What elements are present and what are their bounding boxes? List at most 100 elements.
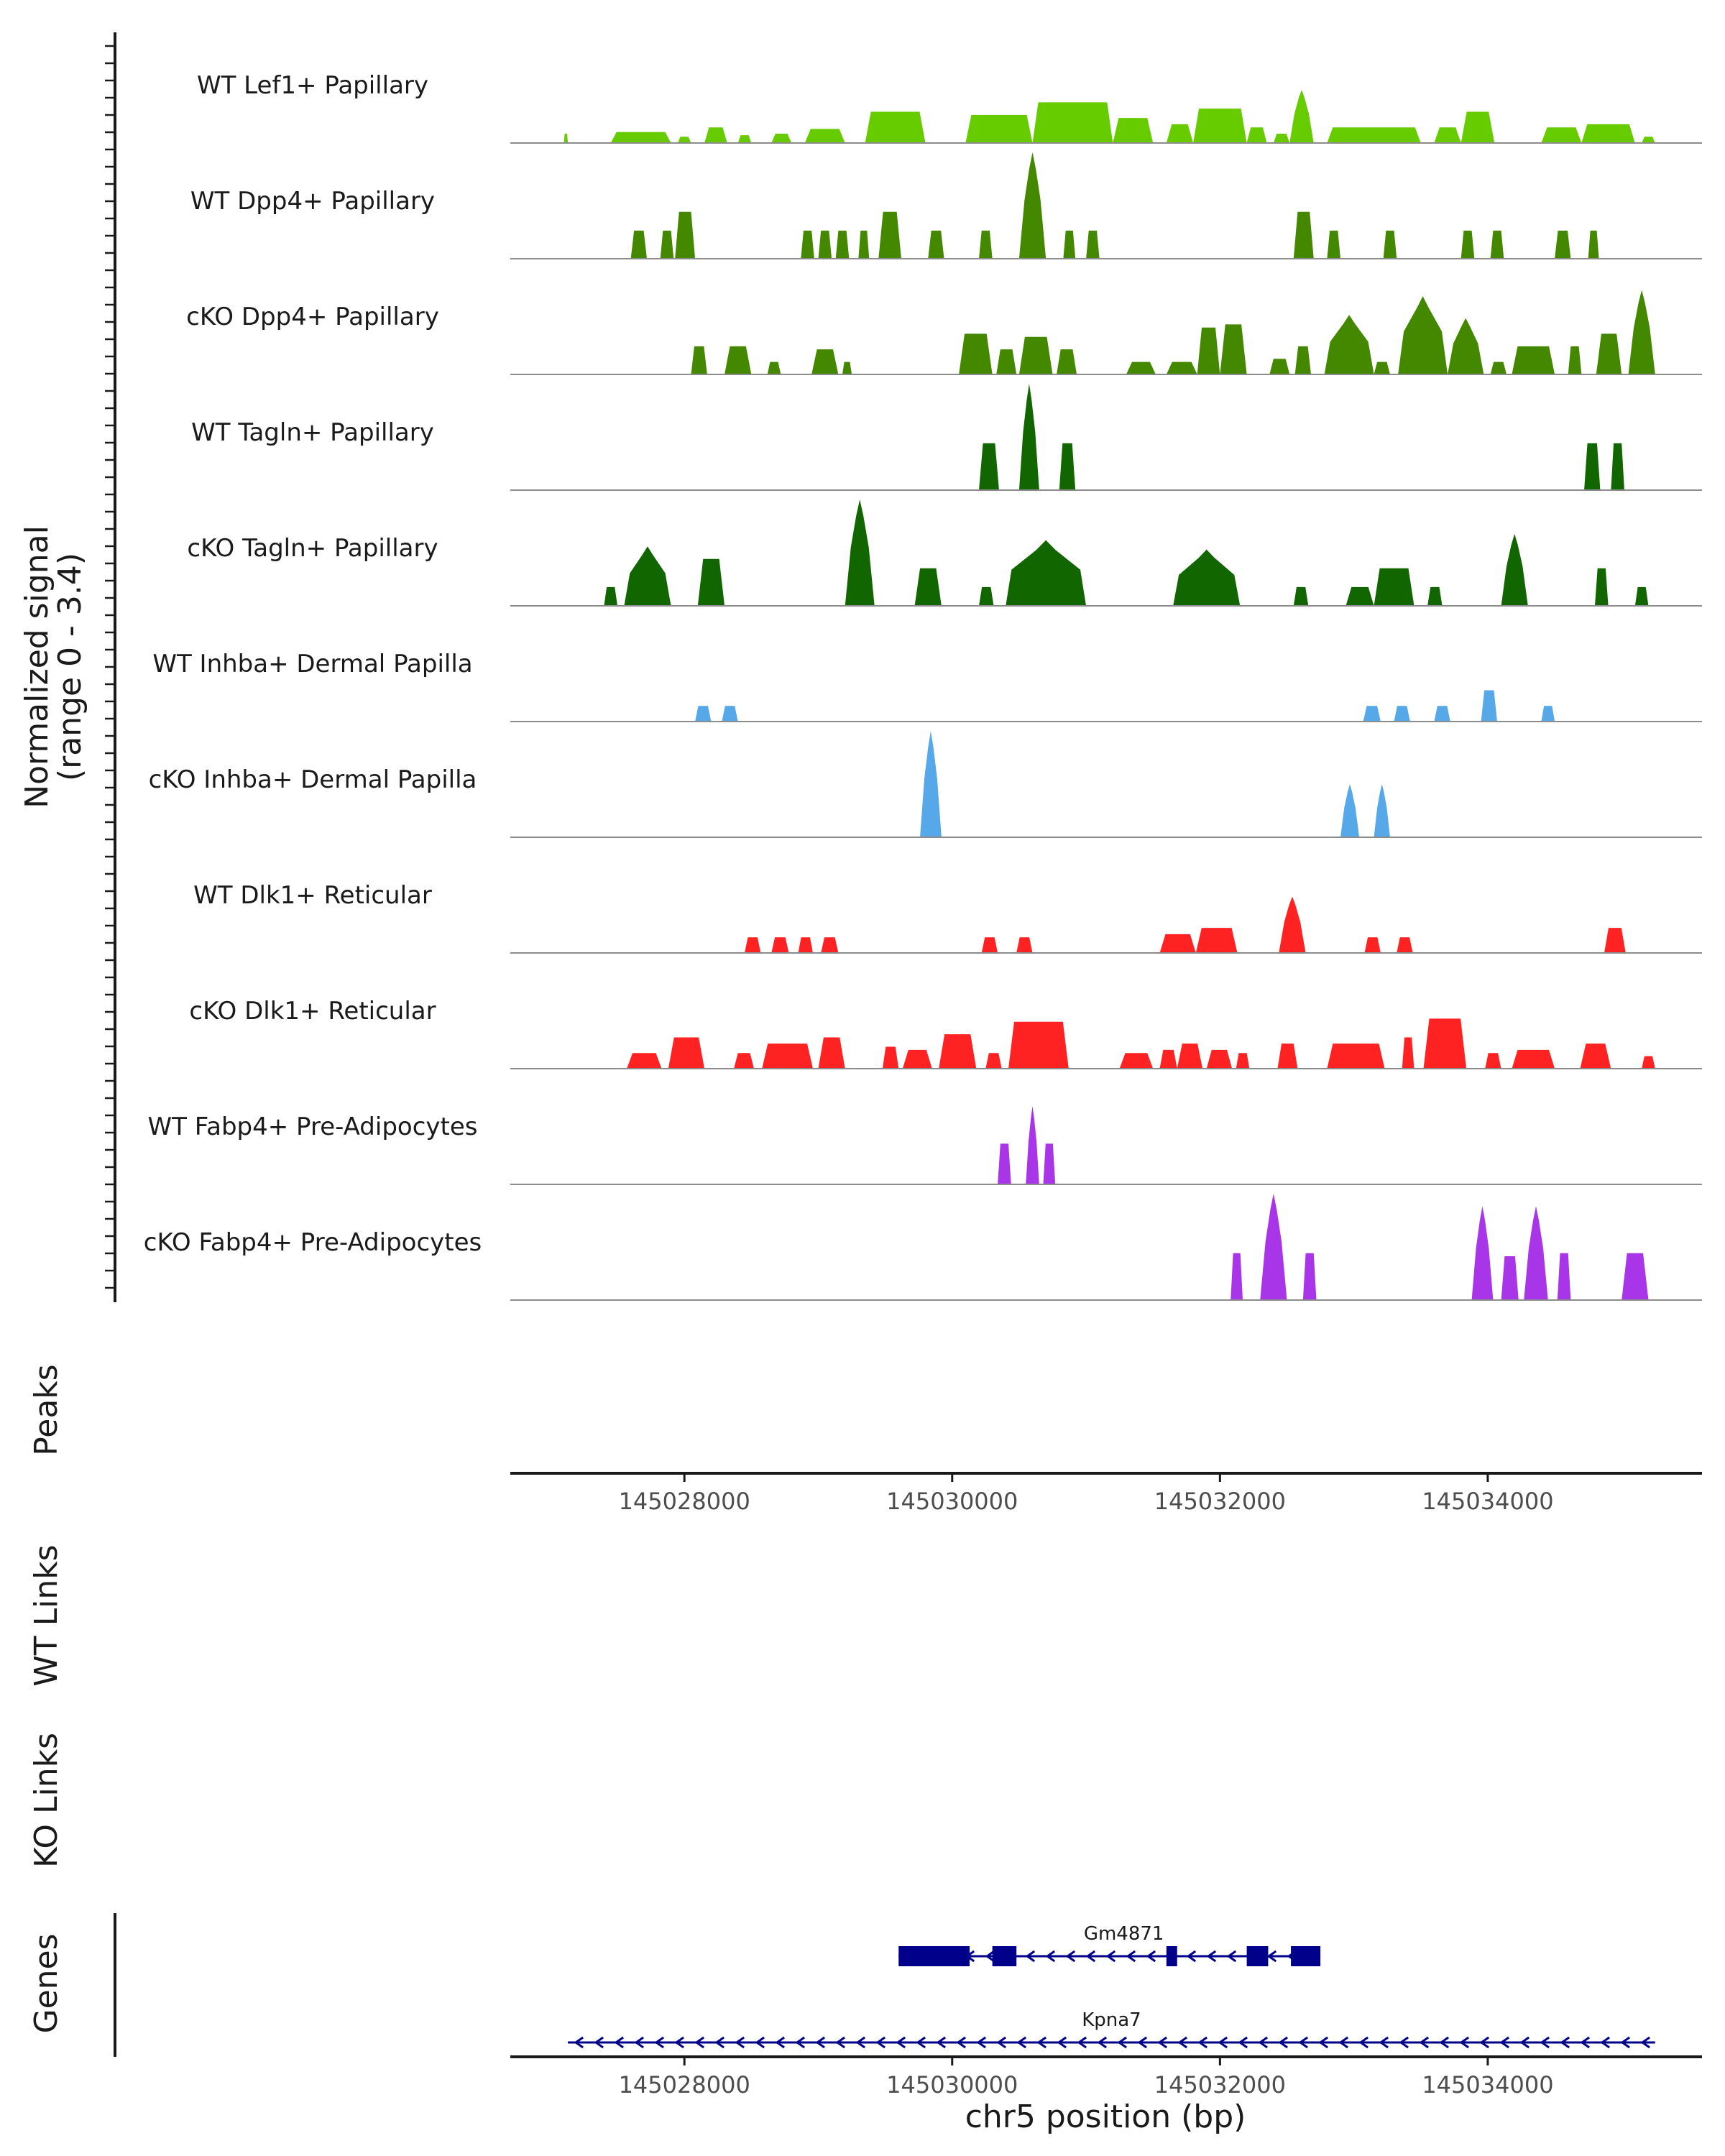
- x-tick-label: 145034000: [1422, 1488, 1553, 1515]
- signal-peak: [914, 568, 942, 606]
- signal-peak: [1394, 706, 1410, 722]
- x-tick-label: 145032000: [1154, 2071, 1286, 2099]
- strand-arrow: [976, 2036, 986, 2049]
- signal-peak: [1568, 346, 1582, 374]
- signal-peak: [821, 937, 839, 953]
- signal-peak: [1279, 896, 1306, 953]
- strand-arrow: [1057, 2036, 1067, 2049]
- strand-arrow: [1278, 2036, 1288, 2049]
- signal-peak: [1086, 230, 1100, 259]
- signal-peak: [1126, 361, 1156, 374]
- signal-peak: [691, 346, 707, 374]
- gene-label: Kpna7: [1082, 2009, 1141, 2031]
- signal-peak: [1427, 586, 1443, 606]
- strand-arrow: [936, 2036, 946, 2049]
- signal-peak: [1018, 336, 1053, 374]
- strand-arrow: [1338, 2036, 1348, 2049]
- signal-peak: [811, 349, 839, 374]
- signal-peak: [1159, 934, 1196, 953]
- signal-peak: [1557, 1253, 1571, 1300]
- signal-peak: [835, 230, 850, 259]
- signal-peak: [1043, 1143, 1056, 1184]
- strand-arrow: [1097, 2036, 1107, 2049]
- gene-exon: [992, 1946, 1017, 1966]
- signal-peak: [1302, 1253, 1317, 1300]
- strand-arrow: [1218, 2036, 1228, 2049]
- signal-peak: [1113, 118, 1154, 143]
- signal-peak: [737, 135, 752, 143]
- signal-peak: [1277, 1044, 1298, 1069]
- signal-peak: [998, 1143, 1011, 1184]
- track: cKO Inhba+ Dermal Papilla: [149, 731, 1702, 838]
- strand-arrow: [654, 2036, 664, 2049]
- strand-arrow: [1540, 2036, 1550, 2049]
- strand-arrow: [1065, 1950, 1076, 1963]
- signal-peak: [1177, 1044, 1203, 1069]
- strand-arrow: [1620, 2036, 1630, 2049]
- strand-arrow: [1146, 1950, 1156, 1963]
- strand-arrow: [775, 2036, 785, 2049]
- track-label: WT Dpp4+ Papillary: [190, 187, 435, 216]
- signal-peak: [1490, 230, 1504, 259]
- signal-peak: [1018, 384, 1039, 490]
- track: WT Lef1+ Papillary: [197, 71, 1702, 144]
- strand-arrow: [1580, 2036, 1590, 2049]
- track: WT Tagln+ Papillary: [191, 384, 1702, 491]
- signal-peak: [704, 127, 727, 143]
- strand-arrow: [1126, 1950, 1136, 1963]
- strand-arrow: [634, 2036, 644, 2049]
- track-label: WT Inhba+ Dermal Papilla: [152, 650, 472, 678]
- signal-peak: [724, 346, 752, 374]
- signal-peak: [675, 211, 696, 259]
- signal-peak: [878, 211, 901, 259]
- x-tick-label: 145032000: [1154, 1488, 1286, 1515]
- track: WT Inhba+ Dermal Papilla: [152, 650, 1702, 722]
- signal-peak: [660, 230, 674, 259]
- strand-arrow: [714, 2036, 724, 2049]
- signal-peak: [1324, 315, 1374, 374]
- x-tick-label: 145028000: [619, 2071, 750, 2099]
- signal-peak: [1018, 152, 1046, 259]
- signal-peak: [1594, 568, 1609, 606]
- signal-peak: [1230, 1253, 1243, 1300]
- signal-peak: [1327, 230, 1341, 259]
- signal-peak: [762, 1044, 814, 1069]
- signal-peak: [1206, 1049, 1233, 1069]
- strand-arrow: [1105, 1950, 1116, 1963]
- signal-peak: [965, 114, 1033, 143]
- strand-arrow: [755, 2036, 765, 2049]
- peaks-panel-label: Peaks: [28, 1364, 65, 1455]
- strand-arrow: [1258, 2036, 1268, 2049]
- strand-arrow: [1206, 1950, 1217, 1963]
- gene-exon: [1291, 1946, 1321, 1966]
- gene-label: Gm4871: [1084, 1923, 1164, 1945]
- signal-peak: [1166, 361, 1197, 374]
- signal-peak: [771, 937, 789, 953]
- signal-peak: [1293, 586, 1309, 606]
- signal-peak: [1059, 443, 1076, 490]
- signal-peak: [845, 499, 875, 606]
- wt-links-panel-label: WT Links: [28, 1544, 65, 1686]
- strand-arrow: [1399, 2036, 1409, 2049]
- x-axis-label: chr5 position (bp): [965, 2099, 1246, 2135]
- signal-peak: [1581, 124, 1635, 143]
- signal-peak: [1246, 127, 1267, 143]
- strand-arrow: [1439, 2036, 1449, 2049]
- signal-peak: [798, 937, 814, 953]
- gene-track: Gm4871 Kpna7: [568, 1923, 1655, 2049]
- x-tick-label: 145030000: [886, 1488, 1018, 1515]
- signal-peak: [1580, 1044, 1611, 1069]
- signal-peak: [1374, 784, 1390, 837]
- signal-peak: [1634, 586, 1649, 606]
- signal-peak: [1642, 1056, 1655, 1069]
- ko-links-panel-label: KO Links: [28, 1733, 65, 1868]
- signal-peak: [1327, 1044, 1385, 1069]
- strand-arrow: [694, 2036, 704, 2049]
- x-ticks-top: 145028000 145030000 145032000 145034000: [619, 1473, 1554, 1515]
- signal-peak: [1032, 102, 1113, 143]
- y-axis-label: Normalized signal: [19, 525, 55, 808]
- track: cKO Dpp4+ Papillary: [186, 290, 1702, 375]
- track-label: WT Lef1+ Papillary: [197, 71, 428, 100]
- signal-peak: [1501, 1256, 1519, 1300]
- signal-peak: [979, 443, 999, 490]
